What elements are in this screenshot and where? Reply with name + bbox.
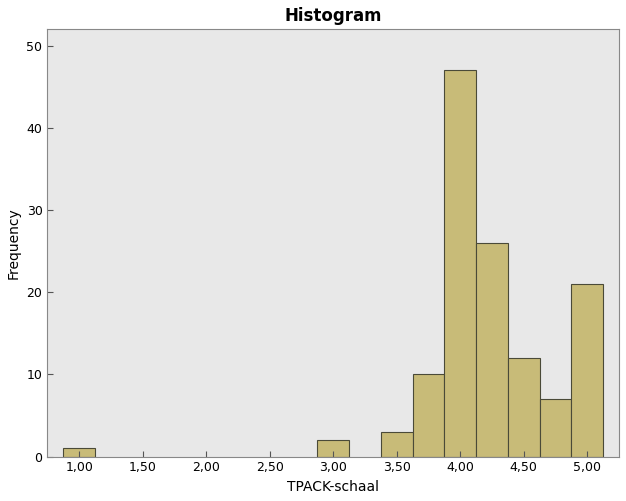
Bar <box>444 70 476 456</box>
Bar <box>317 440 349 456</box>
Bar <box>381 432 413 456</box>
Y-axis label: Frequency: Frequency <box>7 207 21 279</box>
Bar <box>63 448 95 456</box>
Bar <box>540 399 572 456</box>
Title: Histogram: Histogram <box>284 7 382 25</box>
Bar <box>476 243 508 456</box>
X-axis label: TPACK-schaal: TPACK-schaal <box>287 480 379 494</box>
Bar <box>413 374 444 456</box>
Bar <box>572 284 603 456</box>
Bar <box>508 358 540 456</box>
